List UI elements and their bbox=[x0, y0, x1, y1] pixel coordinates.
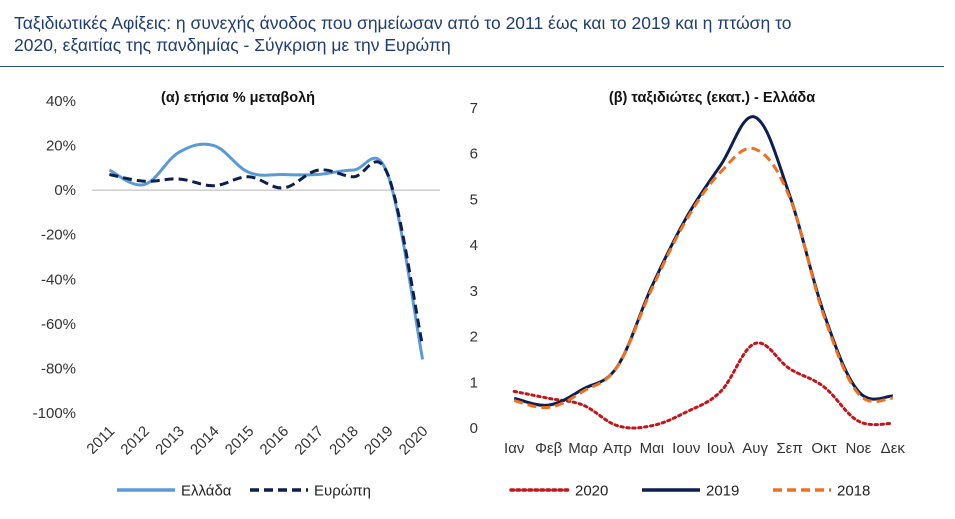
chart-a-x-tick: 2013 bbox=[152, 423, 188, 459]
chart-b-x-tick: Μαι bbox=[640, 440, 665, 457]
chart-b-x-tick: Φεβ bbox=[535, 440, 563, 457]
chart-b-series-2020 bbox=[512, 341, 895, 430]
chart-a-y-tick: -100% bbox=[33, 405, 76, 422]
chart-b-x-tick: Ιαν bbox=[504, 440, 524, 457]
chart-a-x-tick: 2014 bbox=[187, 423, 223, 459]
chart-b-y-tick: 2 bbox=[470, 329, 478, 346]
title-line-2: 2020, εξαιτίας της πανδημίας - Σύγκριση … bbox=[14, 35, 451, 55]
chart-a-y-tick: -40% bbox=[41, 271, 76, 288]
chart-a-legend-label: Ελλάδα bbox=[181, 483, 232, 500]
chart-b-x-tick: Ιουλ bbox=[707, 440, 736, 457]
chart-b-y-tick: 0 bbox=[470, 420, 478, 437]
chart-a-y-tick: -80% bbox=[41, 360, 76, 377]
chart-a-y-tick: 20% bbox=[46, 138, 76, 155]
chart-travellers-greece: (β) ταξιδιώτες (εκατ.) - Ελλάδα 0 1 2 3 4 5 6 7 Ι… bbox=[470, 90, 906, 500]
chart-b-y-tick: 4 bbox=[470, 237, 478, 254]
chart-b-title: (β) ταξιδιώτες (εκατ.) - Ελλάδα bbox=[609, 90, 815, 106]
chart-b-x-tick: Νοε bbox=[845, 440, 871, 457]
chart-b-y-tick: 5 bbox=[470, 191, 478, 208]
chart-a-x-tick: 2016 bbox=[257, 423, 293, 459]
chart-a-series-Ευρώπη bbox=[109, 160, 425, 347]
chart-a-x-tick: 2015 bbox=[222, 423, 258, 459]
chart-a-x-tick: 2017 bbox=[291, 423, 327, 459]
title-divider bbox=[0, 66, 944, 67]
chart-a-x-tick: 2012 bbox=[117, 423, 153, 459]
chart-b-y-tick: 7 bbox=[470, 100, 478, 117]
page-title: Ταξιδιωτικές Αφίξεις: η συνεχής άνοδος π… bbox=[14, 12, 944, 56]
chart-a-series-Ελλάδα bbox=[108, 142, 425, 360]
chart-b-y-tick: 6 bbox=[470, 146, 478, 163]
chart-a-y-tick: -20% bbox=[41, 227, 76, 244]
chart-a-x-tick: 2019 bbox=[361, 423, 397, 459]
chart-a-x-tick: 2018 bbox=[326, 423, 362, 459]
chart-b-x-tick: Οκτ bbox=[811, 440, 836, 457]
chart-annual-change: (α) ετήσια % μεταβολή 40% 20% 0% -20% -40% -60… bbox=[33, 90, 440, 500]
chart-b-x-tick: Μαρ bbox=[568, 440, 598, 457]
chart-a-x-tick: 2011 bbox=[83, 423, 118, 458]
chart-b-x-tick: Αυγ bbox=[742, 440, 768, 457]
chart-b-x-tick: Απρ bbox=[603, 440, 632, 457]
chart-b-series-2018 bbox=[513, 146, 893, 410]
chart-b-legend-label: 2018 bbox=[837, 483, 870, 500]
chart-a-x-tick: 2020 bbox=[396, 423, 432, 459]
chart-a-legend-label: Ευρώπη bbox=[314, 483, 371, 500]
chart-b-legend-label: 2019 bbox=[706, 483, 739, 500]
chart-b-x-tick: Δεκ bbox=[881, 440, 906, 457]
chart-b-x-tick: Σεπ bbox=[776, 440, 802, 457]
title-line-1: Ταξιδιωτικές Αφίξεις: η συνεχής άνοδος π… bbox=[14, 13, 792, 33]
chart-a-title: (α) ετήσια % μεταβολή bbox=[161, 90, 315, 106]
chart-b-series-2019 bbox=[513, 115, 893, 407]
chart-a-y-tick: -60% bbox=[41, 316, 76, 333]
chart-b-y-tick: 1 bbox=[470, 374, 478, 391]
chart-b-x-tick: Ιουν bbox=[672, 440, 700, 457]
chart-b-y-tick: 3 bbox=[470, 283, 478, 300]
chart-b-legend-label: 2020 bbox=[575, 483, 608, 500]
chart-a-y-tick: 0% bbox=[54, 182, 76, 199]
chart-a-y-tick: 40% bbox=[46, 93, 76, 110]
